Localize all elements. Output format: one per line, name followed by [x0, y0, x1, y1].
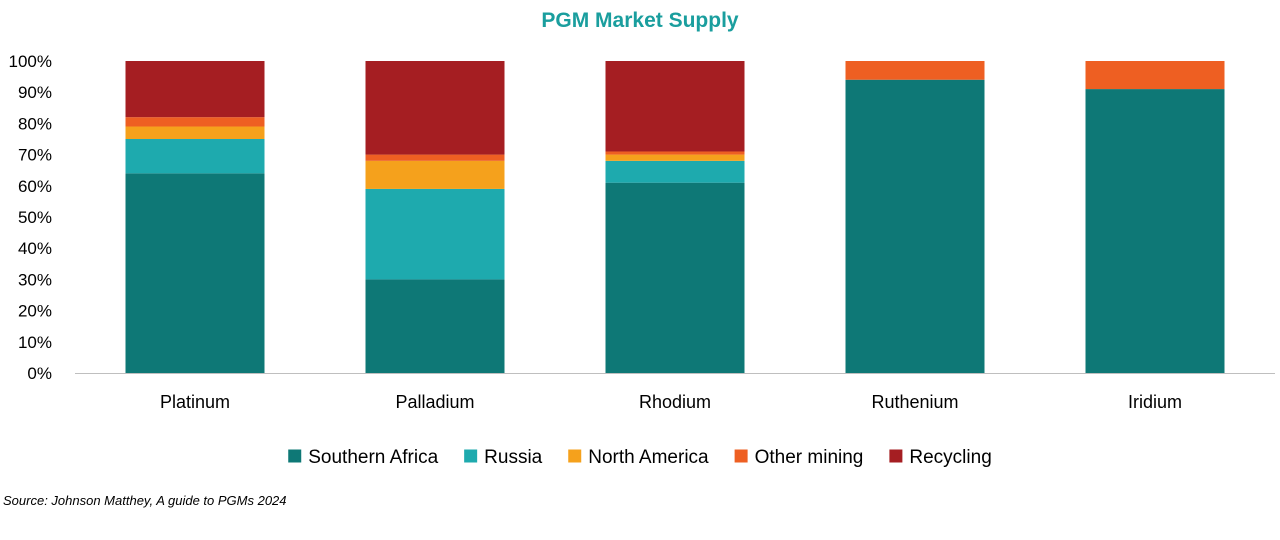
legend-swatch — [734, 449, 748, 463]
y-axis: 0% 10% 20% 30% 40% 50% 60% 70% 80% 90% 100% — [9, 52, 52, 383]
bar-segment-platinum-other-mining — [125, 117, 265, 127]
y-tick-label: 90% — [18, 83, 52, 102]
bar-segment-rhodium-recycling — [605, 61, 745, 152]
y-tick-label: 50% — [18, 208, 52, 227]
x-tick-label: Palladium — [395, 392, 474, 412]
bar-segment-iridium-other-mining — [1085, 61, 1225, 90]
x-tick-label: Rhodium — [639, 392, 711, 412]
bar-segment-rhodium-russia — [605, 160, 745, 183]
bar-segment-palladium-recycling — [365, 61, 505, 155]
bar-segment-palladium-north-america — [365, 160, 505, 189]
bar-segment-platinum-southern-africa — [125, 173, 265, 373]
legend-item: North America — [568, 447, 709, 468]
legend-swatch — [464, 449, 478, 463]
bar-segment-rhodium-other-mining — [605, 151, 745, 155]
bar-segment-palladium-other-mining — [365, 154, 505, 161]
y-tick-label: 0% — [27, 364, 52, 383]
legend: Southern Africa Russia North America Other … — [288, 447, 992, 468]
bar-segment-platinum-north-america — [125, 126, 265, 139]
bar-segment-platinum-recycling — [125, 61, 265, 118]
y-tick-label: 20% — [18, 302, 52, 321]
legend-label: Recycling — [909, 447, 991, 468]
x-tick-label: Platinum — [160, 392, 230, 412]
x-axis-labels: Platinum Palladium Rhodium Ruthenium Iridium — [160, 392, 1182, 412]
legend-item: Southern Africa — [288, 447, 439, 468]
legend-swatch — [568, 449, 582, 463]
x-tick-label: Ruthenium — [871, 392, 958, 412]
legend-item: Russia — [464, 447, 543, 468]
legend-label: North America — [588, 447, 709, 468]
y-tick-label: 40% — [18, 239, 52, 258]
legend-item: Other mining — [734, 447, 864, 468]
bar-segment-ruthenium-other-mining — [845, 61, 985, 80]
legend-label: Southern Africa — [308, 447, 438, 468]
bar-segment-rhodium-southern-africa — [605, 182, 745, 373]
y-tick-label: 10% — [18, 333, 52, 352]
bar-segment-ruthenium-southern-africa — [845, 79, 985, 373]
legend-swatch — [288, 449, 302, 463]
bar-segment-iridium-southern-africa — [1085, 89, 1225, 373]
bar-segment-platinum-russia — [125, 139, 265, 174]
legend-label: Russia — [484, 447, 543, 468]
bars-group — [125, 61, 1225, 373]
legend-label: Other mining — [755, 447, 864, 468]
bar-segment-palladium-russia — [365, 188, 505, 280]
y-tick-label: 30% — [18, 270, 52, 289]
bar-segment-rhodium-north-america — [605, 154, 745, 161]
y-tick-label: 100% — [9, 52, 52, 71]
legend-item: Recycling — [889, 447, 992, 468]
y-tick-label: 70% — [18, 146, 52, 165]
y-tick-label: 60% — [18, 177, 52, 196]
legend-swatch — [889, 449, 903, 463]
y-tick-label: 80% — [18, 114, 52, 133]
bar-segment-palladium-southern-africa — [365, 279, 505, 373]
x-tick-label: Iridium — [1128, 392, 1182, 412]
chart-title: PGM Market Supply — [541, 9, 739, 32]
source-note: Source: Johnson Matthey, A guide to PGMs… — [3, 493, 287, 508]
